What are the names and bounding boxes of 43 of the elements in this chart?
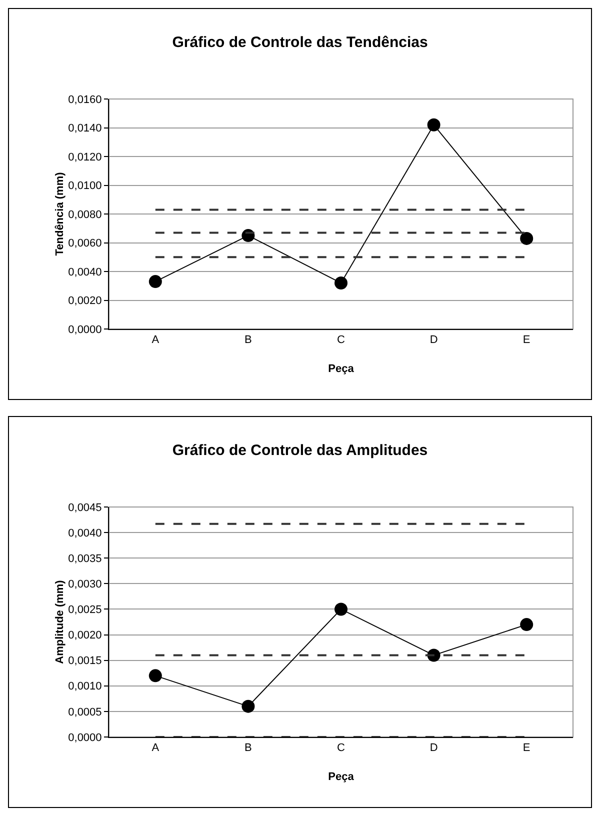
x-axis-title: Peça xyxy=(328,363,355,375)
x-axis-title: Peça xyxy=(328,771,355,783)
point xyxy=(334,276,348,290)
y-tick-label: 0,0160 xyxy=(68,94,102,106)
y-tick-label: 0,0040 xyxy=(68,527,102,540)
x-tick-label: E xyxy=(522,334,530,346)
y-tick-label: 0,0020 xyxy=(68,630,102,642)
point xyxy=(427,118,440,132)
x-tick-label: D xyxy=(430,742,438,754)
x-tick-label: C xyxy=(337,742,346,754)
x-tick-label: A xyxy=(152,742,160,754)
point xyxy=(242,700,255,713)
y-tick-label: 0,0035 xyxy=(68,552,102,565)
y-tick-label: 0,0120 xyxy=(68,151,102,164)
y-tick-label: 0,0005 xyxy=(68,706,102,718)
y-tick-label: 0,0140 xyxy=(68,122,102,135)
y-tick-label: 0,0030 xyxy=(68,578,102,591)
x-tick-label: E xyxy=(522,742,530,754)
y-tick-label: 0,0025 xyxy=(68,604,102,616)
point xyxy=(520,232,534,245)
y-tick-label: 0,0060 xyxy=(68,238,102,250)
y-axis-title: Amplitude (mm) xyxy=(54,580,66,664)
x-tick-label: C xyxy=(337,334,346,346)
y-tick-label: 0,0010 xyxy=(68,680,102,693)
y-tick-label: 0,0000 xyxy=(68,324,102,336)
y-tick-label: 0,0020 xyxy=(68,295,102,308)
y-tick-label: 0,0000 xyxy=(68,732,102,744)
x-tick-label: D xyxy=(430,334,438,346)
x-tick-label: B xyxy=(244,334,252,346)
x-tick-label: A xyxy=(152,334,160,346)
y-tick-label: 0,0045 xyxy=(68,502,102,514)
y-tick-label: 0,0040 xyxy=(68,266,102,278)
y-tick-label: 0,0080 xyxy=(68,208,102,221)
point xyxy=(520,618,534,632)
chart-title: Gráfico de Controle das Tendências xyxy=(172,34,428,51)
point xyxy=(148,275,162,288)
point xyxy=(148,669,162,682)
chart-title: Gráfico de Controle das Amplitudes xyxy=(172,442,428,459)
point xyxy=(334,602,348,616)
y-tick-label: 0,0015 xyxy=(68,655,102,668)
y-tick-label: 0,0100 xyxy=(68,180,102,192)
y-axis-title: Tendência (mm) xyxy=(54,172,66,256)
x-tick-label: B xyxy=(244,742,252,754)
